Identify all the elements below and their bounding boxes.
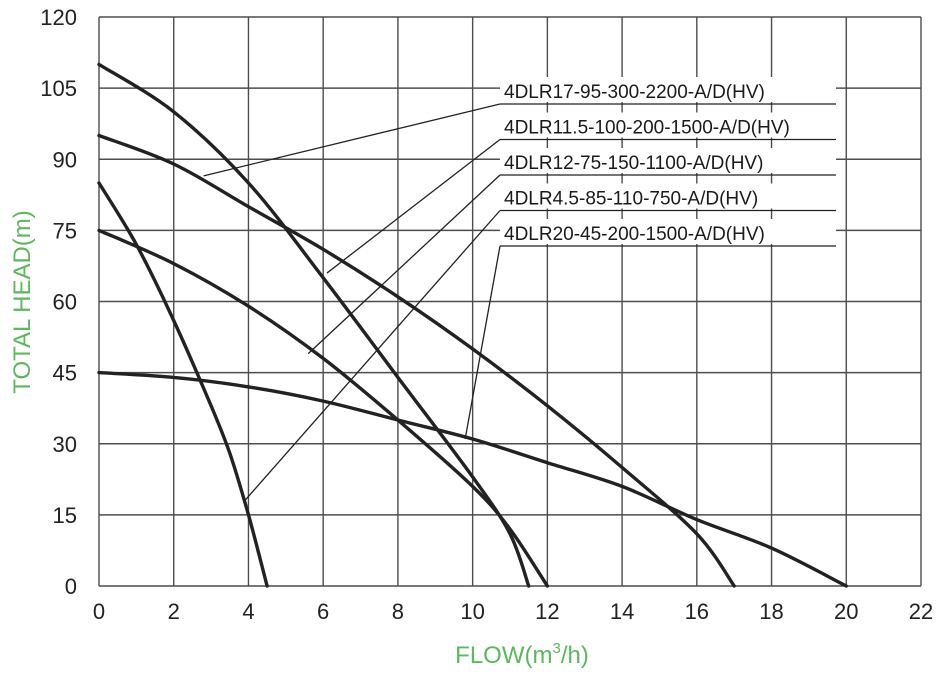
legend-label: 4DLR20-45-200-1500-A/D(HV) [504,224,765,245]
y-tick-label: 90 [53,147,77,172]
y-tick-label: 45 [53,361,77,386]
legend-label-backdrop [500,183,836,209]
y-axis-title: TOTAL HEAD(m) [9,210,36,394]
legend-label: 4DLR11.5-100-200-1500-A/D(HV) [504,118,790,139]
x-axis-title: FLOW(m3/h) [455,640,589,669]
legend-label-backdrop [500,112,836,138]
series-line [97,370,848,588]
y-tick-label: 0 [65,574,77,599]
legend-label: 4DLR17-95-300-2200-A/D(HV) [504,82,765,103]
legend-leader-line [326,138,501,274]
y-tick-label: 75 [53,218,77,243]
x-tick-label: 22 [909,599,933,624]
legend-leader-line [464,245,501,440]
y-tick-label: 60 [53,290,77,315]
x-axis-title-tail: /h) [561,642,589,669]
y-tick-labels: 0 15 30 45 60 75 90 105 120 [40,5,77,599]
series-line [97,181,269,588]
series-line [97,228,550,588]
series-line [97,133,736,588]
x-tick-label: 12 [535,599,559,624]
x-tick-label: 14 [610,599,634,624]
x-tick-label: 4 [242,599,254,624]
y-tick-label: 120 [40,5,77,30]
legend-leader-line [307,174,501,355]
x-tick-label: 2 [168,599,180,624]
legend-label-backdrop [500,148,836,173]
x-tick-label: 0 [93,599,105,624]
series-line [97,62,531,588]
legend-leader-line [244,210,501,502]
x-tick-labels: 0 2 4 6 8 10 12 14 16 18 20 22 [93,599,933,624]
x-tick-label: 6 [317,599,329,624]
legend-label: 4DLR12-75-150-1100-A/D(HV) [504,153,763,174]
pump-curves [97,62,848,588]
x-tick-label: 16 [685,599,709,624]
x-tick-label: 20 [834,599,858,624]
x-axis-title-main: FLOW(m [455,642,552,669]
x-tick-label: 8 [392,599,404,624]
y-tick-label: 15 [53,503,77,528]
y-tick-label: 30 [53,432,77,457]
legend-label-backdrop [500,77,836,102]
x-axis-title-superscript: 3 [552,640,560,657]
legend: 4DLR17-95-300-2200-A/D(HV) 4DLR11.5-100-2… [500,77,836,247]
legend-leader-line [203,103,501,177]
y-tick-label: 105 [40,76,77,101]
x-tick-label: 10 [460,599,484,624]
legend-leader-lines [203,103,501,502]
x-tick-label: 18 [759,599,783,624]
legend-label-backdrop [500,219,836,244]
legend-label: 4DLR4.5-85-110-750-A/D(HV) [504,189,758,210]
